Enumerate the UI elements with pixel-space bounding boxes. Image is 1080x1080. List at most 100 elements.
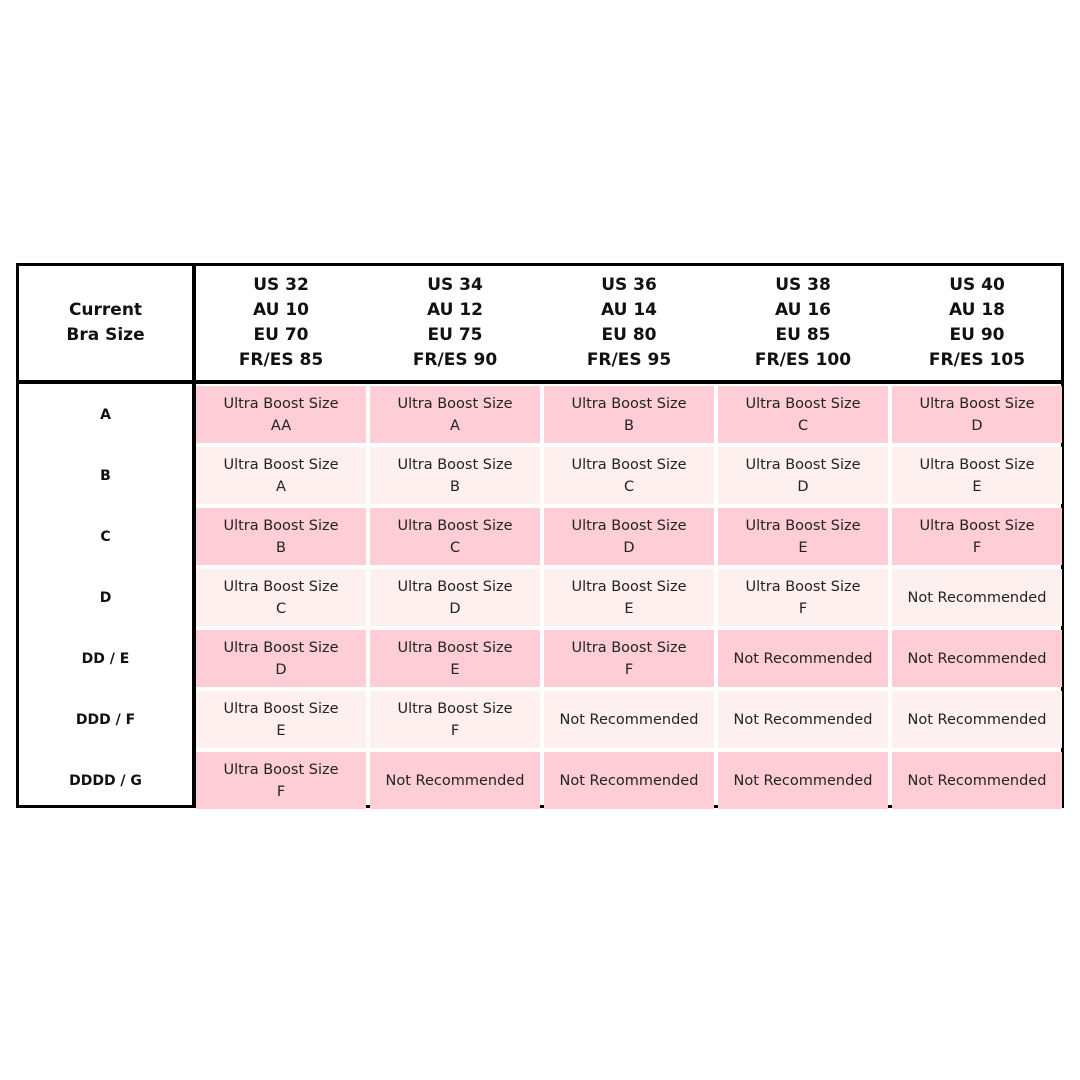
cell-text: E (450, 661, 460, 678)
cell-text: C (275, 600, 287, 617)
table-cell: Ultra Boost Size F (718, 569, 888, 626)
cell-text: Not Recommended (733, 650, 873, 667)
row-label: D (99, 589, 112, 606)
column-header-line: FR/ES 100 (754, 350, 852, 370)
cell-text: F (798, 600, 808, 617)
column-header-line: FR/ES 105 (928, 350, 1026, 370)
cell-text: E (276, 722, 286, 739)
table-cell: Ultra Boost Size D (544, 508, 714, 565)
cell-text: Ultra Boost Size (223, 578, 339, 595)
cell-text: Ultra Boost Size (397, 639, 513, 656)
cell-text: Not Recommended (559, 711, 699, 728)
cell-text: F (450, 722, 460, 739)
cell-text: F (276, 783, 286, 800)
column-header-line: FR/ES 90 (412, 350, 498, 370)
table-cell: Not Recommended (892, 752, 1062, 809)
column-header: US 34 AU 12 EU 75 FR/ES 90 (370, 266, 540, 380)
column-header: US 36 AU 14 EU 80 FR/ES 95 (544, 266, 714, 380)
row-label: DD / E (81, 650, 130, 667)
column-header-line: AU 14 (600, 300, 657, 320)
table-cell: Ultra Boost Size B (370, 447, 540, 504)
table-cell: Not Recommended (892, 630, 1062, 687)
size-chart-table: Current Bra Size US 32 AU 10 EU 70 FR/ES 85… (16, 263, 1064, 809)
table-cell: Ultra Boost Size A (196, 447, 366, 504)
table-cell: Ultra Boost Size D (892, 386, 1062, 443)
cell-text: Ultra Boost Size (223, 517, 339, 534)
cell-text: B (624, 417, 634, 434)
table-cell: Ultra Boost Size A (370, 386, 540, 443)
column-header-line: AU 18 (948, 300, 1005, 320)
table-cell: Not Recommended (892, 691, 1062, 748)
cell-text: A (276, 478, 286, 495)
table-cell: Not Recommended (718, 630, 888, 687)
column-header: US 40 AU 18 EU 90 FR/ES 105 (892, 266, 1062, 380)
cell-text: Ultra Boost Size (745, 517, 861, 534)
cell-text: E (624, 600, 634, 617)
cell-text: Not Recommended (559, 772, 699, 789)
column-header-line: EU 90 (949, 325, 1005, 345)
column-header: US 32 AU 10 EU 70 FR/ES 85 (196, 266, 366, 380)
cell-text: Ultra Boost Size (919, 395, 1035, 412)
table-cell: Not Recommended (718, 691, 888, 748)
column-header-line: US 32 (253, 275, 309, 295)
table-cell: Ultra Boost Size E (718, 508, 888, 565)
cell-text: Not Recommended (385, 772, 525, 789)
table-cell: Not Recommended (892, 569, 1062, 626)
table-cell: Ultra Boost Size F (370, 691, 540, 748)
cell-text: C (449, 539, 461, 556)
row-label: C (100, 528, 111, 545)
column-header-line: FR/ES 95 (586, 350, 672, 370)
corner-header-line: Bra Size (66, 325, 145, 345)
cell-text: D (449, 600, 461, 617)
column-header-line: AU 10 (252, 300, 309, 320)
cell-text: Ultra Boost Size (223, 761, 339, 778)
cell-text: C (797, 417, 809, 434)
table-cell: Ultra Boost Size C (718, 386, 888, 443)
row-label: DDDD / G (69, 772, 142, 789)
table-cell: Ultra Boost Size E (370, 630, 540, 687)
table-cell: Not Recommended (370, 752, 540, 809)
cell-text: A (450, 417, 460, 434)
cell-text: C (623, 478, 635, 495)
cell-text: Ultra Boost Size (745, 395, 861, 412)
cell-text: Ultra Boost Size (571, 456, 687, 473)
cell-text: F (972, 539, 982, 556)
cell-text: Not Recommended (907, 772, 1047, 789)
table-cell: Ultra Boost Size C (196, 569, 366, 626)
table-cell: Ultra Boost Size AA (196, 386, 366, 443)
column-header-line: EU 75 (427, 325, 483, 345)
column-header-line: US 38 (775, 275, 831, 295)
cell-text: D (797, 478, 809, 495)
cell-text: Ultra Boost Size (571, 395, 687, 412)
table-cell: Ultra Boost Size D (196, 630, 366, 687)
table-cell: Ultra Boost Size C (544, 447, 714, 504)
table-cell: Ultra Boost Size E (196, 691, 366, 748)
table-cell: Ultra Boost Size B (196, 508, 366, 565)
row-label: B (100, 467, 111, 484)
row-label: A (100, 406, 111, 423)
cell-text: Ultra Boost Size (745, 578, 861, 595)
table-cell: Ultra Boost Size F (892, 508, 1062, 565)
cell-text: E (798, 539, 808, 556)
table-cell: Ultra Boost Size E (892, 447, 1062, 504)
row-label: DDD / F (75, 711, 136, 728)
cell-text: Ultra Boost Size (397, 578, 513, 595)
column-header-line: US 36 (601, 275, 657, 295)
table-cell: Not Recommended (544, 752, 714, 809)
cell-text: Ultra Boost Size (745, 456, 861, 473)
table-cell: Ultra Boost Size F (196, 752, 366, 809)
corner-header: Current Bra Size (19, 266, 192, 380)
cell-text: Ultra Boost Size (397, 456, 513, 473)
column-header-line: AU 16 (774, 300, 831, 320)
table-cell: Ultra Boost Size B (544, 386, 714, 443)
cell-text: Ultra Boost Size (223, 456, 339, 473)
table-cell: Ultra Boost Size D (370, 569, 540, 626)
table-cell: Not Recommended (544, 691, 714, 748)
column-header: US 38 AU 16 EU 85 FR/ES 100 (718, 266, 888, 380)
cell-text: Ultra Boost Size (571, 517, 687, 534)
table-cell: Ultra Boost Size E (544, 569, 714, 626)
header-divider (19, 380, 1061, 384)
cell-text: Ultra Boost Size (397, 395, 513, 412)
column-header-line: FR/ES 85 (238, 350, 324, 370)
cell-text: D (275, 661, 287, 678)
